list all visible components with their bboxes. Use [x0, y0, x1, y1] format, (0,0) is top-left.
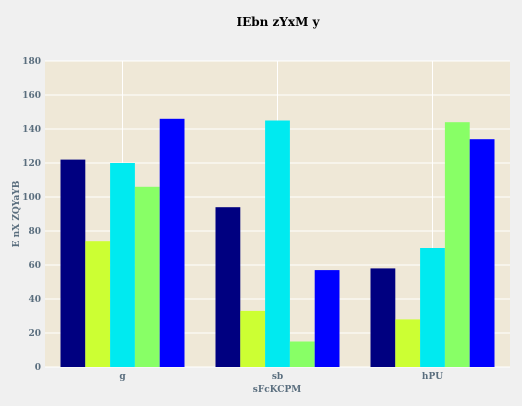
- y-axis-ticks: 0 20 40 60 80 100 120 140 160 180: [22, 57, 41, 373]
- bar-sb-series-5: [314, 270, 340, 367]
- bar-hPU-series-1: [370, 268, 396, 367]
- y-tick-label: 120: [22, 159, 41, 169]
- y-tick-label: 40: [28, 295, 41, 305]
- x-tick-label: g: [119, 372, 126, 382]
- y-tick-label: 100: [22, 193, 41, 203]
- bar-hPU-series-4: [444, 122, 470, 367]
- chart-title: IEbn zYxM y: [236, 15, 320, 29]
- bar-g-series-3: [110, 163, 135, 367]
- bar-g-series-1: [60, 159, 86, 367]
- x-tick-label: hPU: [422, 372, 443, 382]
- bar-g-series-5: [159, 118, 185, 367]
- bar-sb-series-4: [289, 341, 315, 367]
- y-tick-label: 80: [28, 227, 41, 237]
- y-tick-label: 180: [22, 57, 41, 67]
- bar-sb-series-1: [215, 207, 241, 367]
- y-tick-label: 0: [35, 363, 41, 373]
- x-axis-label: sFcKCPM: [253, 385, 301, 395]
- x-axis-ticks: g sb hPU: [119, 372, 443, 382]
- y-tick-label: 160: [22, 91, 41, 101]
- bar-g-series-2: [85, 241, 111, 367]
- bar-sb-series-2: [240, 310, 266, 367]
- y-axis-label: E nX ZQYaYB: [12, 180, 22, 247]
- bar-sb-series-3: [265, 120, 290, 367]
- y-tick-label: 20: [28, 329, 41, 339]
- bar-hPU-series-2: [395, 319, 421, 367]
- x-tick-label: sb: [272, 372, 283, 382]
- y-tick-label: 60: [28, 261, 41, 271]
- bar-hPU-series-5: [469, 139, 495, 367]
- bars: [60, 118, 495, 367]
- bar-g-series-4: [134, 186, 160, 367]
- y-tick-label: 140: [22, 125, 41, 135]
- bar-hPU-series-3: [420, 248, 445, 367]
